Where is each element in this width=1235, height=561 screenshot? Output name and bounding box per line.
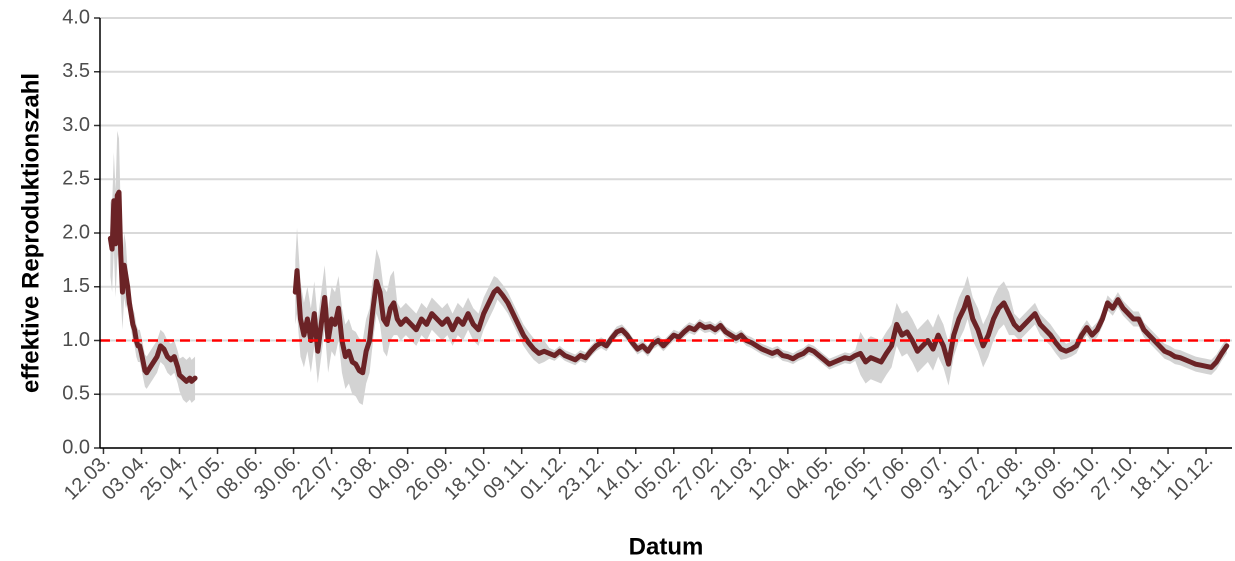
- y-tick-label: 0.0: [62, 436, 90, 458]
- y-tick-label: 4.0: [62, 6, 90, 28]
- y-tick-label: 2.0: [62, 221, 90, 243]
- y-tick-label: 0.5: [62, 383, 90, 405]
- x-axis-label: Datum: [629, 533, 704, 560]
- confidence-band: [110, 130, 1227, 405]
- y-tick-label: 2.5: [62, 168, 90, 190]
- y-tick-label: 1.5: [62, 275, 90, 297]
- y-tick-label: 3.5: [62, 60, 90, 82]
- y-tick-label: 3.0: [62, 114, 90, 136]
- y-axis-label: effektive Reproduktionszahl: [17, 73, 44, 393]
- y-tick-label: 1.0: [62, 329, 90, 351]
- line: [107, 189, 1230, 384]
